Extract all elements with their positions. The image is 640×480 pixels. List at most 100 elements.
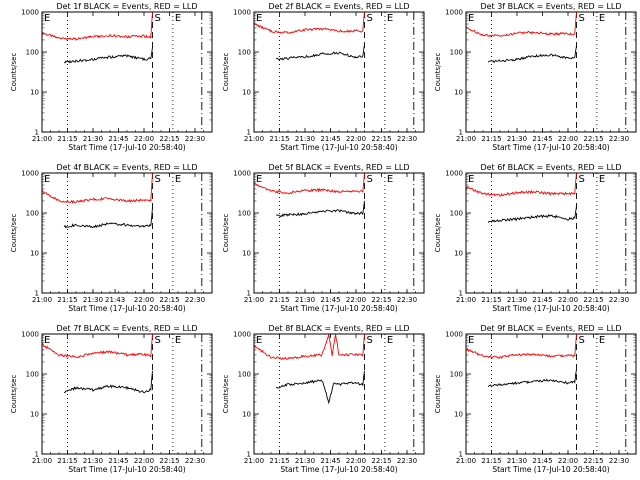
series-line	[487, 369, 577, 388]
x-tick-label: 22:30	[609, 457, 629, 465]
marker-label: E	[175, 335, 181, 346]
x-tick-label: 21:15	[481, 296, 501, 304]
marker-label: E	[599, 13, 605, 24]
marker-label: E	[44, 335, 50, 346]
marker-label: E	[599, 335, 605, 346]
x-tick-label: 22:15	[371, 457, 391, 465]
panel-title: Det 7f BLACK = Events, RED = LLD	[56, 324, 197, 333]
x-axis-label: Start Time (17-Jul-10 20:58:40)	[68, 304, 185, 313]
series-line	[41, 172, 153, 204]
x-axis-label: Start Time (17-Jul-10 20:58:40)	[68, 143, 185, 152]
plot-frame	[41, 172, 213, 294]
y-tick-label: 100	[450, 210, 463, 218]
marker-label: E	[387, 13, 393, 24]
marker-label: E	[175, 13, 181, 24]
x-tick-label: 21:30	[83, 296, 103, 304]
x-tick-label: 21:15	[269, 296, 289, 304]
y-tick-label: 1000	[21, 331, 39, 339]
x-tick-label: 22:30	[185, 457, 205, 465]
marker-label: S	[155, 13, 161, 24]
y-tick-label: 10	[242, 411, 251, 419]
x-tick-label: 21:00	[244, 135, 264, 143]
y-tick-label: 10	[454, 89, 463, 97]
panel-title: Det 6f BLACK = Events, RED = LLD	[480, 163, 621, 172]
x-tick-label: 21:30	[507, 135, 527, 143]
y-axis-label: Counts/sec	[222, 53, 230, 92]
series-line	[64, 47, 153, 64]
x-tick-label: 21:45	[108, 457, 128, 465]
series-line	[275, 200, 365, 218]
y-tick-label: 1000	[233, 9, 251, 17]
x-tick-label: 21:00	[244, 296, 264, 304]
y-tick-label: 100	[450, 49, 463, 57]
x-tick-label: 22:00	[558, 135, 578, 143]
plot-frame	[465, 333, 637, 455]
x-tick-label: 21:45	[320, 296, 340, 304]
plot-frame	[253, 172, 425, 294]
x-axis-label: Start Time (17-Jul-10 20:58:40)	[280, 465, 397, 474]
x-tick-label: 21:30	[295, 135, 315, 143]
marker-label: E	[387, 174, 393, 185]
panel-title: Det 5f BLACK = Events, RED = LLD	[268, 163, 409, 172]
x-axis-label: Start Time (17-Jul-10 20:58:40)	[280, 143, 397, 152]
y-tick-label: 100	[450, 371, 463, 379]
x-tick-label: 22:30	[609, 135, 629, 143]
x-tick-label: 21:00	[456, 457, 476, 465]
marker-label: S	[579, 335, 585, 346]
panel-det-3: Det 3f BLACK = Events, RED = LLD Counts/s…	[434, 2, 637, 152]
x-axis-label: Start Time (17-Jul-10 20:58:40)	[492, 465, 609, 474]
x-axis-label: Start Time (17-Jul-10 20:58:40)	[492, 304, 609, 313]
x-tick-label: 21:45	[532, 296, 552, 304]
y-tick-label: 1	[35, 451, 39, 459]
marker-label: S	[367, 335, 373, 346]
x-tick-label: 22:00	[346, 135, 366, 143]
y-tick-label: 10	[30, 250, 39, 258]
y-axis-label: Counts/sec	[222, 214, 230, 253]
y-tick-label: 100	[26, 49, 39, 57]
marker-label: S	[367, 13, 373, 24]
x-tick-label: 21:30	[507, 296, 527, 304]
series-line	[63, 370, 153, 394]
y-tick-label: 1	[247, 451, 251, 459]
x-tick-label: 22:00	[134, 457, 154, 465]
x-axis-label: Start Time (17-Jul-10 20:58:40)	[68, 465, 185, 474]
x-tick-label: 22:15	[159, 296, 179, 304]
panel-title: Det 9f BLACK = Events, RED = LLD	[480, 324, 621, 333]
x-tick-label: 21:45	[532, 457, 552, 465]
marker-label: S	[367, 174, 373, 185]
y-tick-label: 10	[242, 89, 251, 97]
series-line	[253, 11, 365, 35]
x-tick-label: 22:00	[134, 135, 154, 143]
x-tick-label: 22:30	[185, 296, 205, 304]
plot-frame	[253, 11, 425, 133]
panel-det-8: Det 8f BLACK = Events, RED = LLD Counts/s…	[222, 324, 425, 474]
x-tick-label: 21:15	[481, 457, 501, 465]
series-line	[41, 333, 153, 359]
y-tick-label: 1000	[233, 170, 251, 178]
marker-label: E	[44, 174, 50, 185]
y-tick-label: 1000	[233, 331, 251, 339]
panel-title: Det 4f BLACK = Events, RED = LLD	[56, 163, 197, 172]
x-tick-label: 21:45	[320, 135, 340, 143]
y-tick-label: 1	[459, 290, 463, 298]
marker-label: E	[599, 174, 605, 185]
marker-label: S	[579, 13, 585, 24]
series-line	[465, 333, 577, 360]
x-tick-label: 21:45	[108, 135, 128, 143]
panel-det-4: Det 4f BLACK = Events, RED = LLD Counts/s…	[10, 163, 213, 313]
panel-title: Det 1f BLACK = Events, RED = LLD	[56, 2, 197, 11]
series-line	[487, 205, 577, 223]
panel-det-5: Det 5f BLACK = Events, RED = LLD Counts/s…	[222, 163, 425, 313]
x-tick-label: 22:30	[185, 135, 205, 143]
plot-frame	[41, 11, 213, 133]
x-tick-label: 22:30	[397, 457, 417, 465]
y-tick-label: 1000	[21, 170, 39, 178]
x-tick-label: 21:30	[507, 457, 527, 465]
panel-det-2: Det 2f BLACK = Events, RED = LLD Counts/s…	[222, 2, 425, 152]
x-tick-label: 21:00	[32, 135, 52, 143]
series-line	[465, 11, 577, 37]
y-tick-label: 1000	[445, 9, 463, 17]
y-tick-label: 1000	[445, 331, 463, 339]
x-tick-label: 21:45	[532, 135, 552, 143]
plot-frame	[465, 11, 637, 133]
